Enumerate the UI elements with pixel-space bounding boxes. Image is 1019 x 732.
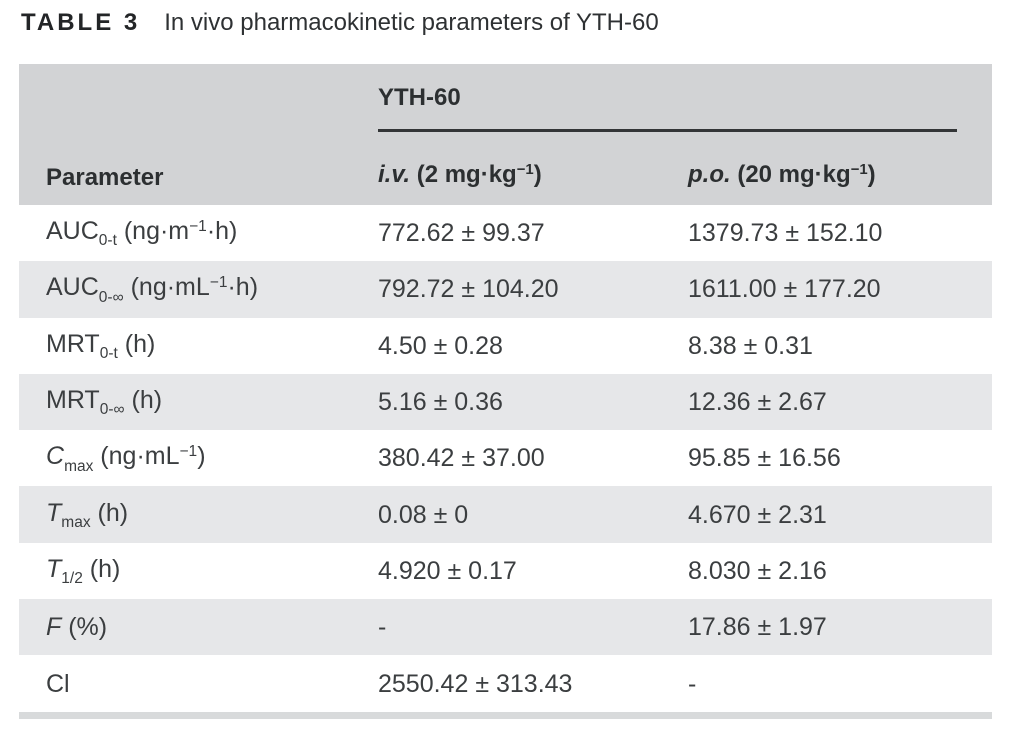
group-header-label: YTH-60 xyxy=(378,84,461,111)
text-segment: ) xyxy=(533,161,542,188)
table-caption-text: In vivo pharmacokinetic parameters of YT… xyxy=(164,9,659,36)
group-header-spacer xyxy=(19,64,378,136)
table-header: YTH-60 Parameter i.v. (2 mg·kg−1) p.o. (… xyxy=(19,64,992,205)
text-segment: ) xyxy=(867,161,876,188)
text-segment: 0-t xyxy=(98,232,117,250)
text-segment: ) xyxy=(197,442,206,471)
text-segment: 0-∞ xyxy=(99,401,125,419)
text-segment: MRT xyxy=(46,386,100,415)
text-segment: (ng·m xyxy=(116,217,190,246)
table-row: Cmax (ng·mL−1) 380.42 ± 37.00 95.85 ± 16… xyxy=(19,430,992,487)
table-caption: TABLE 3 In vivo pharmacokinetic parameter… xyxy=(21,7,659,39)
po-value-cell: 4.670 ± 2.31 xyxy=(688,500,827,529)
group-header-rule xyxy=(378,129,957,132)
table-row: AUC0-∞ (ng·mL−1·h) 792.72 ± 104.20 1611.… xyxy=(19,261,992,318)
text-segment: i.v. xyxy=(378,161,411,188)
text-segment: max xyxy=(64,457,94,475)
pk-parameters-table: YTH-60 Parameter i.v. (2 mg·kg−1) p.o. (… xyxy=(19,64,992,719)
text-segment: −1 xyxy=(189,218,207,236)
po-value-cell: 8.030 ± 2.16 xyxy=(688,556,827,585)
text-segment: AUC xyxy=(46,273,99,302)
parameter-cell: AUC0-t (ng·m−1·h) xyxy=(19,216,378,250)
iv-value-cell: - xyxy=(378,613,387,642)
iv-value-cell: 0.08 ± 0 xyxy=(378,500,469,529)
parameter-cell: T1/2 (h) xyxy=(19,554,378,588)
parameter-cell: F (%) xyxy=(19,612,378,642)
po-value-cell: 95.85 ± 16.56 xyxy=(688,444,841,473)
group-header-cell: YTH-60 xyxy=(378,64,992,136)
text-segment: (ng·mL xyxy=(93,442,180,471)
parameter-cell: Cl xyxy=(19,669,378,699)
text-segment: max xyxy=(61,513,91,531)
text-segment: 0-t xyxy=(99,344,118,362)
text-segment: (h) xyxy=(90,498,129,527)
text-segment: (ng·mL xyxy=(123,273,210,302)
text-segment: (2 mg·kg xyxy=(410,161,517,188)
po-value-cell: 17.86 ± 1.97 xyxy=(688,613,827,642)
text-segment: −1 xyxy=(516,162,534,179)
iv-value-cell: 5.16 ± 0.36 xyxy=(378,388,503,417)
text-segment: −1 xyxy=(850,162,868,179)
text-segment: (20 mg·kg xyxy=(730,161,851,188)
text-segment: (h) xyxy=(82,554,121,583)
po-value-cell: 1611.00 ± 177.20 xyxy=(688,275,881,304)
table-row: Cl 2550.42 ± 313.43 - xyxy=(19,655,992,712)
text-segment: AUC xyxy=(46,217,99,246)
parameter-cell: Cmax (ng·mL−1) xyxy=(19,441,378,475)
column-header-po: p.o. (20 mg·kg−1) xyxy=(688,161,992,205)
table-body: AUC0-t (ng·m−1·h) 772.62 ± 99.37 1379.73… xyxy=(19,205,992,712)
text-segment: MRT xyxy=(46,329,100,358)
table-row: T1/2 (h) 4.920 ± 0.17 8.030 ± 2.16 xyxy=(19,542,992,600)
table-row: MRT0-∞ (h) 5.16 ± 0.36 12.36 ± 2.67 xyxy=(19,373,992,431)
iv-value-cell: 4.920 ± 0.17 xyxy=(378,556,517,585)
iv-value-cell: 4.50 ± 0.28 xyxy=(378,331,503,360)
text-segment: p.o. xyxy=(688,161,731,188)
iv-value-cell: 792.72 ± 104.20 xyxy=(378,275,559,304)
text-segment: Parameter xyxy=(46,164,164,191)
table-row: Tmax (h) 0.08 ± 0 4.670 ± 2.31 xyxy=(19,486,992,543)
text-segment: F xyxy=(46,613,62,642)
parameter-cell: Tmax (h) xyxy=(19,498,378,532)
text-segment: (%) xyxy=(61,613,108,642)
parameter-cell: MRT0-∞ (h) xyxy=(19,385,378,419)
po-value-cell: 1379.73 ± 152.10 xyxy=(688,219,883,248)
po-value-cell: - xyxy=(688,669,697,698)
iv-value-cell: 380.42 ± 37.00 xyxy=(378,444,545,473)
text-segment: −1 xyxy=(209,274,228,292)
table-row: F (%) - 17.86 ± 1.97 xyxy=(19,599,992,656)
text-segment: (h) xyxy=(124,386,163,415)
text-segment: 0-∞ xyxy=(98,288,124,306)
text-segment: (h) xyxy=(117,329,156,358)
table-row: AUC0-t (ng·m−1·h) 772.62 ± 99.37 1379.73… xyxy=(19,205,992,262)
column-header-parameter: Parameter xyxy=(19,164,378,205)
parameter-cell: AUC0-∞ (ng·mL−1·h) xyxy=(19,272,378,306)
iv-value-cell: 772.62 ± 99.37 xyxy=(378,219,545,248)
po-value-cell: 8.38 ± 0.31 xyxy=(688,331,813,360)
table-bottom-rule xyxy=(19,711,992,719)
text-segment: 1/2 xyxy=(61,570,83,588)
text-segment: C xyxy=(46,442,65,471)
text-segment: −1 xyxy=(179,443,198,461)
table-caption-label: TABLE 3 xyxy=(21,9,141,36)
iv-value-cell: 2550.42 ± 313.43 xyxy=(378,669,573,698)
parameter-cell: MRT0-t (h) xyxy=(19,329,378,363)
table-row: MRT0-t (h) 4.50 ± 0.28 8.38 ± 0.31 xyxy=(19,317,992,374)
text-segment: T xyxy=(46,554,62,583)
text-segment: ·h) xyxy=(227,273,259,302)
text-segment: Cl xyxy=(46,669,70,698)
column-header-iv: i.v. (2 mg·kg−1) xyxy=(378,161,688,205)
text-segment: ·h) xyxy=(206,217,238,246)
group-header-row: YTH-60 xyxy=(19,64,992,136)
text-segment: T xyxy=(46,498,62,527)
po-value-cell: 12.36 ± 2.67 xyxy=(688,388,827,417)
column-header-row: Parameter i.v. (2 mg·kg−1) p.o. (20 mg·k… xyxy=(19,136,992,205)
